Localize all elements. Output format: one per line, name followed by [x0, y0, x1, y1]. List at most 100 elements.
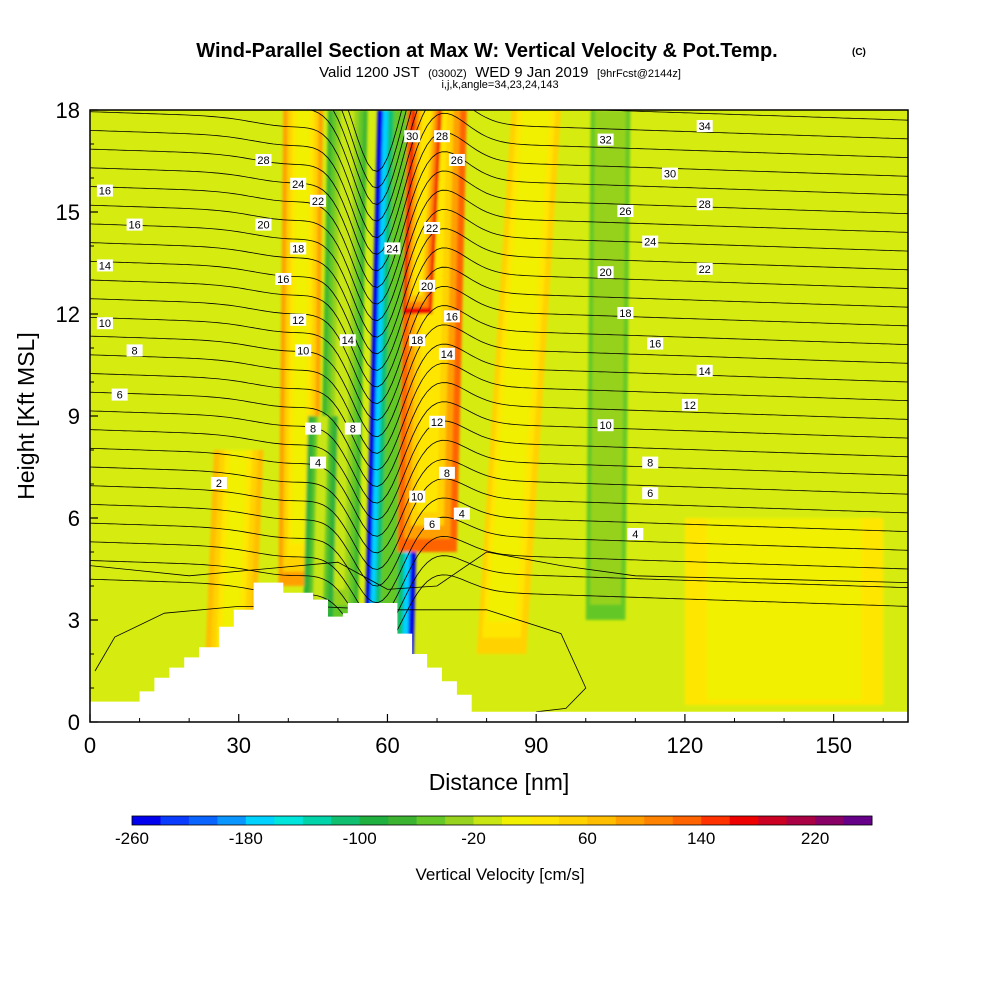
colorbar-cell — [359, 816, 389, 825]
isentrope-line — [90, 420, 908, 521]
isentrope-label: 6 — [111, 388, 128, 402]
colorbar — [131, 815, 873, 826]
isentrope-label: 2 — [210, 477, 227, 490]
isentrope-line — [90, 305, 908, 421]
isentrope-label: 20 — [419, 279, 436, 293]
isentrope-label: 28 — [696, 198, 713, 211]
colorbar-cell — [587, 816, 617, 825]
isentrope-label: 16 — [96, 184, 113, 198]
x-tick-label: 30 — [226, 733, 250, 758]
svg-text:34: 34 — [699, 121, 711, 133]
isentrope-line — [90, 285, 908, 405]
svg-text:16: 16 — [128, 220, 140, 232]
svg-text:32: 32 — [599, 135, 611, 147]
velocity-band — [706, 518, 862, 700]
colorbar-tick-label: 140 — [687, 829, 715, 848]
isentrope-line — [90, 401, 908, 504]
isentrope-label: 8 — [344, 422, 361, 436]
x-tick-label: 0 — [84, 733, 96, 758]
colorbar-ticks: -260 -180 -100 -20 60 140 220 — [115, 829, 829, 848]
x-tick-label: 120 — [667, 733, 704, 758]
isentrope-label: 16 — [275, 273, 292, 286]
grid-indices: i,j,k,angle=34,23,24,143 — [441, 79, 558, 91]
svg-text:8: 8 — [310, 424, 316, 436]
svg-text:24: 24 — [386, 243, 398, 255]
colorbar-cell — [473, 816, 503, 825]
isentrope-line — [90, 132, 908, 272]
isentrope-label: 24 — [384, 242, 401, 255]
isentrope-label: 8 — [438, 466, 455, 480]
isentrope-label: 8 — [642, 456, 659, 470]
isentrope-label: 22 — [696, 262, 713, 276]
isentrope-line — [90, 209, 908, 338]
svg-text:8: 8 — [350, 424, 356, 436]
colorbar-cell — [416, 816, 446, 825]
svg-text:8: 8 — [647, 458, 653, 470]
colorbar-cell — [502, 816, 531, 825]
y-tick-label: 9 — [68, 404, 80, 429]
isentrope-line — [90, 189, 908, 322]
colorbar-cell — [274, 816, 304, 825]
isentrope-label: 8 — [126, 344, 143, 357]
colorbar-cell — [331, 816, 361, 825]
colorbar-cell — [188, 816, 218, 825]
svg-text:6: 6 — [117, 390, 123, 402]
colorbar-cell — [644, 816, 674, 825]
valid-time-line: Valid 1200 JST (0300Z) WED 9 Jan 2019 [9… — [319, 64, 681, 81]
isentrope-line — [90, 170, 908, 305]
isentrope-label: 26 — [617, 205, 634, 218]
svg-text:4: 4 — [315, 458, 321, 470]
colorbar-cell — [615, 816, 645, 825]
colorbar-tick-label: -180 — [229, 829, 263, 848]
isentrope-label: 16 — [126, 218, 143, 232]
colorbar-tick-label: 60 — [578, 829, 597, 848]
svg-text:12: 12 — [431, 417, 443, 429]
colorbar-cell — [132, 816, 161, 825]
svg-text:22: 22 — [699, 264, 711, 276]
isentrope-label: 24 — [642, 235, 659, 249]
y-tick-label: 18 — [56, 98, 80, 123]
svg-text:28: 28 — [699, 199, 711, 211]
isentrope-label: 30 — [404, 130, 421, 143]
isentrope-label: 14 — [438, 347, 455, 361]
y-tick-label: 15 — [56, 200, 80, 225]
svg-text:20: 20 — [257, 220, 269, 232]
isentrope-label: 28 — [434, 130, 450, 143]
isentrope-label: 16 — [443, 310, 460, 323]
isentrope-line — [90, 535, 908, 620]
isentrope-line — [90, 516, 908, 604]
isentrope-line — [90, 324, 908, 438]
svg-text:10: 10 — [411, 492, 423, 504]
isentrope-label: 18 — [617, 307, 634, 320]
isentrope-line — [90, 151, 908, 288]
isentrope-label: 6 — [424, 517, 441, 531]
isentrope-label: 24 — [290, 177, 307, 191]
y-axis-title: Height [Kft MSL] — [13, 332, 39, 499]
isentrope-line — [90, 555, 908, 637]
isentrope-label: 4 — [627, 528, 644, 541]
colorbar-tick-label: -260 — [115, 829, 149, 848]
isentrope-label: 12 — [681, 398, 698, 412]
velocity-band — [487, 110, 551, 622]
isentrope-label: 10 — [295, 344, 312, 357]
colorbar-cell — [729, 816, 759, 825]
colorbar-tick-label: 220 — [801, 829, 829, 848]
isentrope-label: 14 — [96, 259, 113, 272]
isentrope-label: 4 — [453, 507, 470, 521]
isentrope-line — [90, 266, 908, 388]
isentrope-lines — [90, 110, 908, 713]
svg-text:10: 10 — [297, 345, 309, 357]
svg-text:16: 16 — [99, 186, 111, 198]
isentrope-label: 6 — [642, 487, 659, 500]
colorbar-cell — [388, 816, 418, 825]
svg-text:28: 28 — [436, 131, 448, 143]
colorbar-cell — [445, 816, 474, 825]
svg-text:14: 14 — [342, 335, 354, 347]
isentrope-line — [90, 574, 908, 653]
colorbar-title: Vertical Velocity [cm/s] — [415, 865, 584, 884]
colorbar-cell — [758, 816, 788, 825]
colorbar-cell — [701, 816, 731, 825]
isentrope-label: 10 — [409, 490, 426, 504]
isentrope-line — [90, 551, 908, 590]
isentrope-label: 30 — [662, 167, 678, 181]
